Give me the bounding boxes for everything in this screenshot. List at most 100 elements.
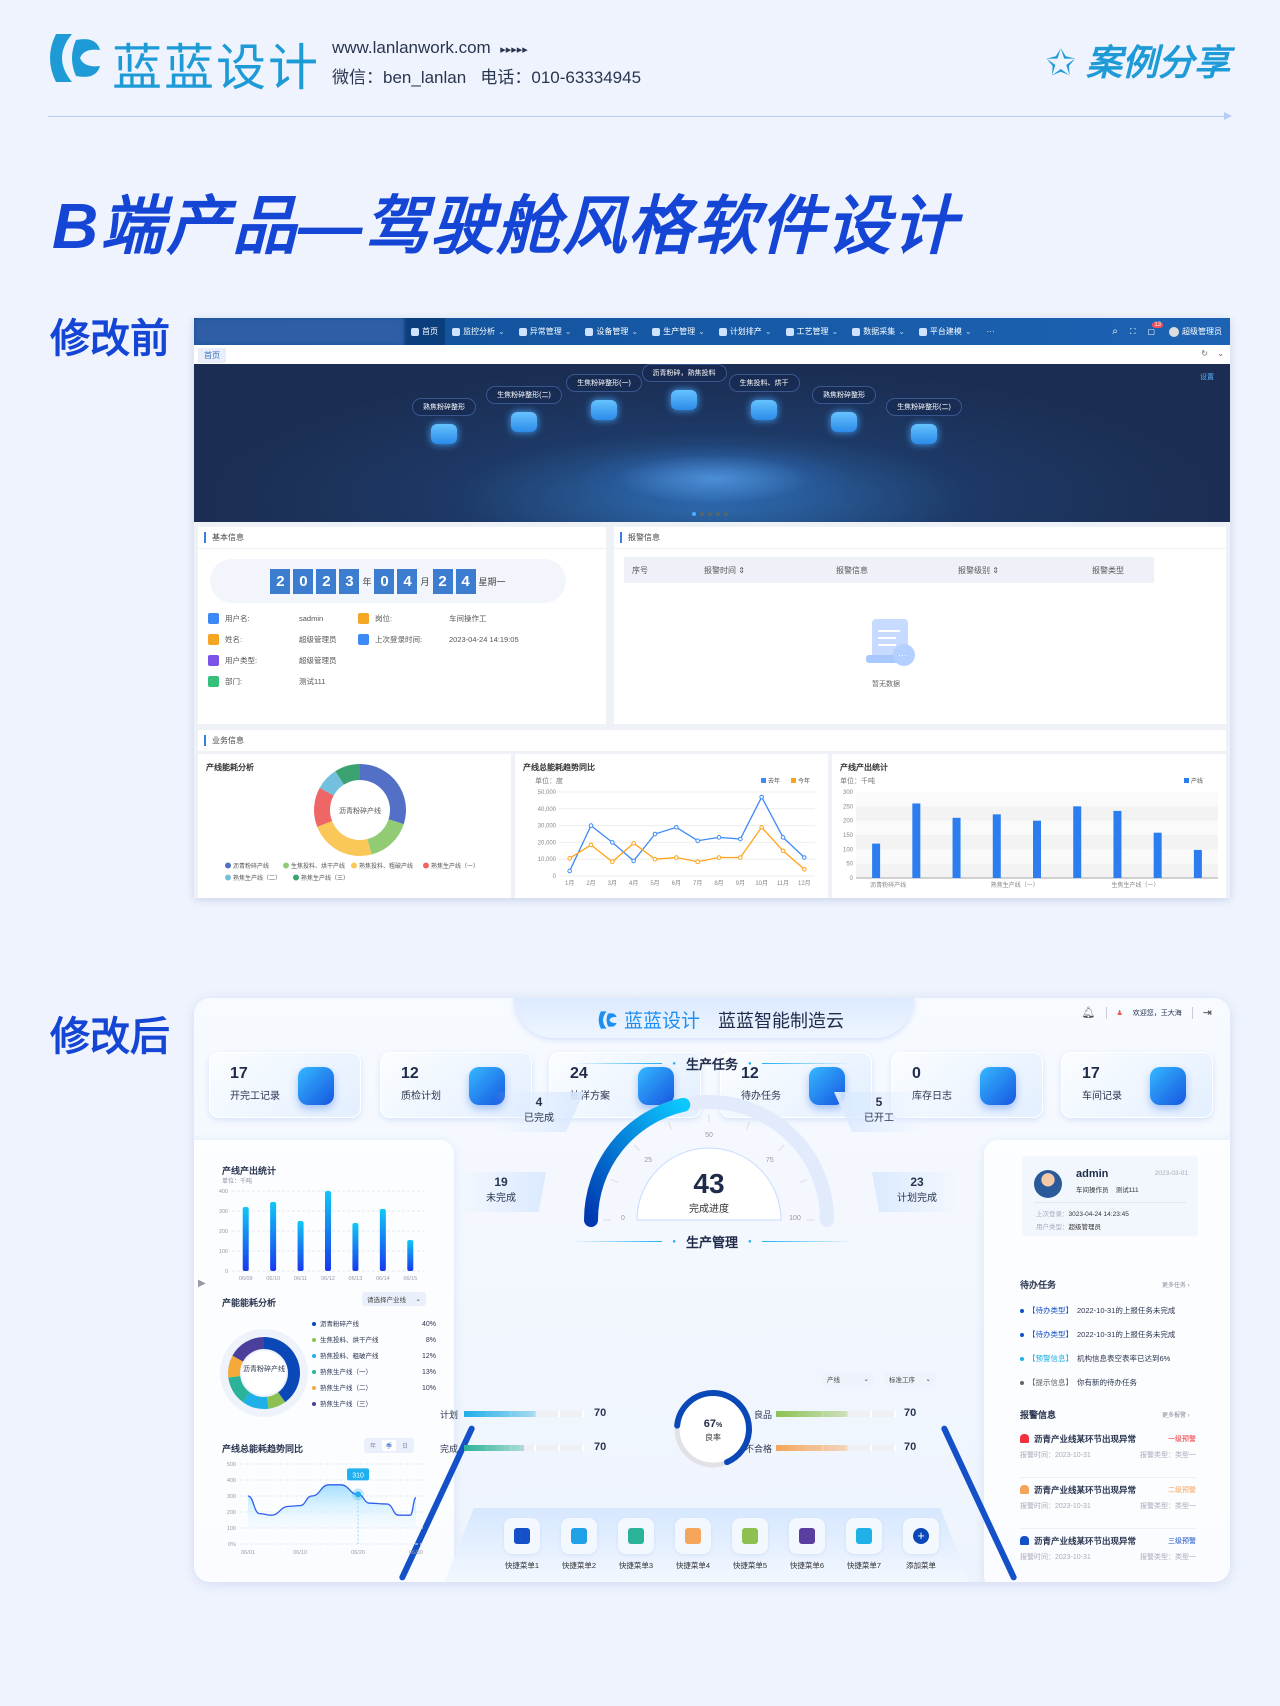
data-point[interactable] [802,855,807,860]
data-point[interactable] [631,840,636,846]
data-point[interactable] [631,858,636,864]
station[interactable]: 熟焦粉碎整形 [804,386,884,432]
column-header[interactable]: 报警时间 ⇕ [704,566,745,575]
data-point[interactable] [652,831,658,837]
donut-slice[interactable] [228,1355,243,1378]
quick-menu-item[interactable]: 快捷菜单6 [777,1518,837,1571]
station[interactable]: 生焦粉碎整形(二) [884,398,964,444]
legend-item[interactable]: 熟焦生产线（二） 10% [312,1383,436,1392]
fullscreen-icon[interactable]: ⛶ [1129,326,1136,336]
more-alarms-link[interactable]: 更多报警 › [1162,1413,1190,1419]
nav-item[interactable]: 异常管理 ⌄ [512,318,579,345]
chevron-down-icon[interactable]: ⌄ [1217,349,1224,358]
process-select[interactable]: 标准工序 ⌄ [884,1372,936,1385]
period-tab[interactable]: 日 [402,1444,409,1450]
column-header[interactable]: 报警信息 [836,566,868,575]
notification-icon[interactable]: ▢ 13 [1147,322,1163,336]
alarm-item[interactable]: 沥青产业线某环节出现异常 三级预警 报警时间：2023-10-31 报警类型：类型一 [1020,1536,1196,1561]
more-tasks-link[interactable]: 更多任务 › [1162,1283,1190,1289]
bar[interactable] [407,1240,414,1271]
bar[interactable] [912,803,921,878]
donut-slice[interactable] [232,1337,264,1362]
bell-icon[interactable]: 🔔︎ [1081,1007,1096,1019]
period-tab[interactable]: 季 [382,1440,397,1451]
tab-home[interactable]: 首页 [198,348,226,363]
data-point[interactable] [695,859,700,865]
quick-menu-item[interactable]: 快捷菜单1 [492,1518,552,1571]
data-point[interactable] [759,824,764,830]
bar[interactable] [352,1223,359,1271]
todo-item[interactable]: 【提示信息】 你有新的待办任务 [1020,1377,1137,1388]
donut-slice[interactable] [317,821,372,856]
legend-item[interactable]: 熟焦生产线（一） 13% [312,1367,436,1376]
bar[interactable] [1153,832,1162,878]
bar[interactable] [242,1207,249,1271]
quick-menu-item[interactable]: 快捷菜单7 [834,1518,894,1571]
quick-menu-item[interactable]: 快捷菜单3 [606,1518,666,1571]
todo-item[interactable]: 【预警信息】 机构信息表空表率已达到6% [1020,1353,1170,1364]
station[interactable]: 生焦粉碎整形(二) [484,386,564,432]
data-point[interactable] [738,855,743,860]
nav-item[interactable]: 数据采集 ⌄ [845,318,912,345]
donut-slice[interactable] [319,771,344,796]
nav-item[interactable]: 首页 [404,318,445,345]
stat-card[interactable]: 17 车间记录 [1061,1052,1213,1118]
todo-item[interactable]: 【待办类型】 2022-10-31的上报任务未完成 [1020,1329,1175,1340]
nav-item[interactable]: 监控分析 ⌄ [445,318,512,345]
data-point[interactable] [588,823,594,828]
data-point[interactable] [759,794,764,800]
donut-slice[interactable] [360,764,406,825]
donut-slice[interactable] [228,1376,250,1403]
data-point[interactable] [652,856,658,862]
data-point[interactable] [738,836,743,842]
donut-slice[interactable] [267,1392,286,1409]
todo-item[interactable]: 【待办类型】 2022-10-31的上报任务未完成 [1020,1305,1175,1316]
bar[interactable] [992,814,1001,878]
station[interactable]: 生焦粉碎整形(一) [564,374,644,420]
data-point[interactable] [716,855,722,860]
stat-card[interactable]: 17 开完工记录 [209,1052,361,1118]
data-point[interactable] [780,835,786,840]
bar[interactable] [1113,810,1122,878]
bar[interactable] [952,817,961,878]
legend-item[interactable]: 熟焦投料、粗破产线 12% [312,1351,436,1360]
legend-item[interactable]: 熟焦生产线（三） [312,1399,372,1408]
donut-slice[interactable] [367,819,404,855]
station[interactable]: 生焦投料、烘干 [724,374,804,420]
donut-slice[interactable] [242,1392,269,1409]
collapse-arrow-icon[interactable]: ▶ [198,1278,206,1289]
bar[interactable] [297,1221,304,1271]
data-point[interactable] [567,856,572,861]
nav-item[interactable]: 计划排产 ⌄ [712,318,779,345]
column-header[interactable]: 报警类型 [1092,566,1124,575]
data-point[interactable] [802,866,807,872]
data-point[interactable] [567,868,572,874]
nav-more[interactable]: ··· [986,327,995,336]
data-point[interactable] [695,838,700,844]
legend-item[interactable]: 生焦投料、烘干产线 8% [312,1335,436,1344]
quick-menu-item[interactable]: 快捷菜单2 [549,1518,609,1571]
bar[interactable] [270,1202,277,1271]
avatar[interactable] [1034,1170,1062,1198]
quick-menu-item[interactable]: + 添加菜单 [891,1518,951,1571]
bar[interactable] [1073,806,1082,878]
legend-item[interactable]: 熟焦生产线（二） [225,874,281,882]
highlight-point[interactable] [355,1491,362,1498]
nav-item[interactable]: 设备管理 ⌄ [578,318,645,345]
bar[interactable] [325,1191,331,1271]
data-point[interactable] [610,859,615,865]
alarm-item[interactable]: 沥青产业线某环节出现异常 一级预警 报警时间：2023-10-31 报警类型：类型一 [1020,1434,1196,1478]
carousel-dots[interactable] [692,512,728,516]
nav-item[interactable]: 生产管理 ⌄ [645,318,712,345]
data-point[interactable] [716,835,722,840]
industry-line-select[interactable]: 请选择产业线 ⌄ [362,1292,426,1306]
legend-item[interactable]: 生焦投料、烘干产线 [283,862,345,870]
quick-menu-item[interactable]: 快捷菜单5 [720,1518,780,1571]
bar[interactable] [872,843,881,878]
station[interactable]: 沥青粉碎，熟焦投料 [641,364,727,410]
website-link[interactable]: www.lanlanwork.com [332,38,491,57]
period-tab[interactable]: 年 [370,1444,377,1450]
column-header[interactable]: 报警级别 ⇕ [958,566,999,575]
data-point[interactable] [610,840,615,845]
donut-slice[interactable] [264,1337,300,1403]
